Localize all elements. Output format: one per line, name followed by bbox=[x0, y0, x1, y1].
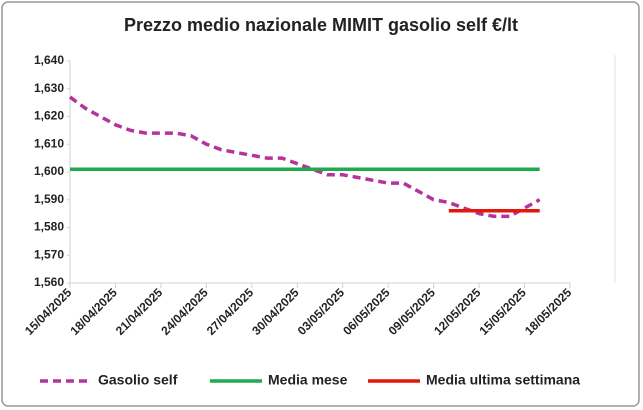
y-tick-label: 1,620 bbox=[34, 109, 64, 123]
y-tick-label: 1,630 bbox=[34, 81, 64, 95]
legend-label: Media ultima settimana bbox=[426, 372, 580, 388]
y-tick-label: 1,580 bbox=[34, 220, 64, 234]
y-tick-label: 1,640 bbox=[34, 53, 64, 67]
legend-label: Gasolio self bbox=[98, 372, 178, 388]
y-tick-label: 1,600 bbox=[34, 164, 64, 178]
y-tick-label: 1,570 bbox=[34, 247, 64, 261]
legend-label: Media mese bbox=[268, 372, 348, 388]
series-line bbox=[68, 95, 541, 219]
y-tick-label: 1,590 bbox=[34, 192, 64, 206]
y-tick-label: 1,560 bbox=[34, 275, 64, 289]
chart-title: Prezzo medio nazionale MIMIT gasolio sel… bbox=[124, 15, 518, 35]
y-tick-label: 1,610 bbox=[34, 136, 64, 150]
